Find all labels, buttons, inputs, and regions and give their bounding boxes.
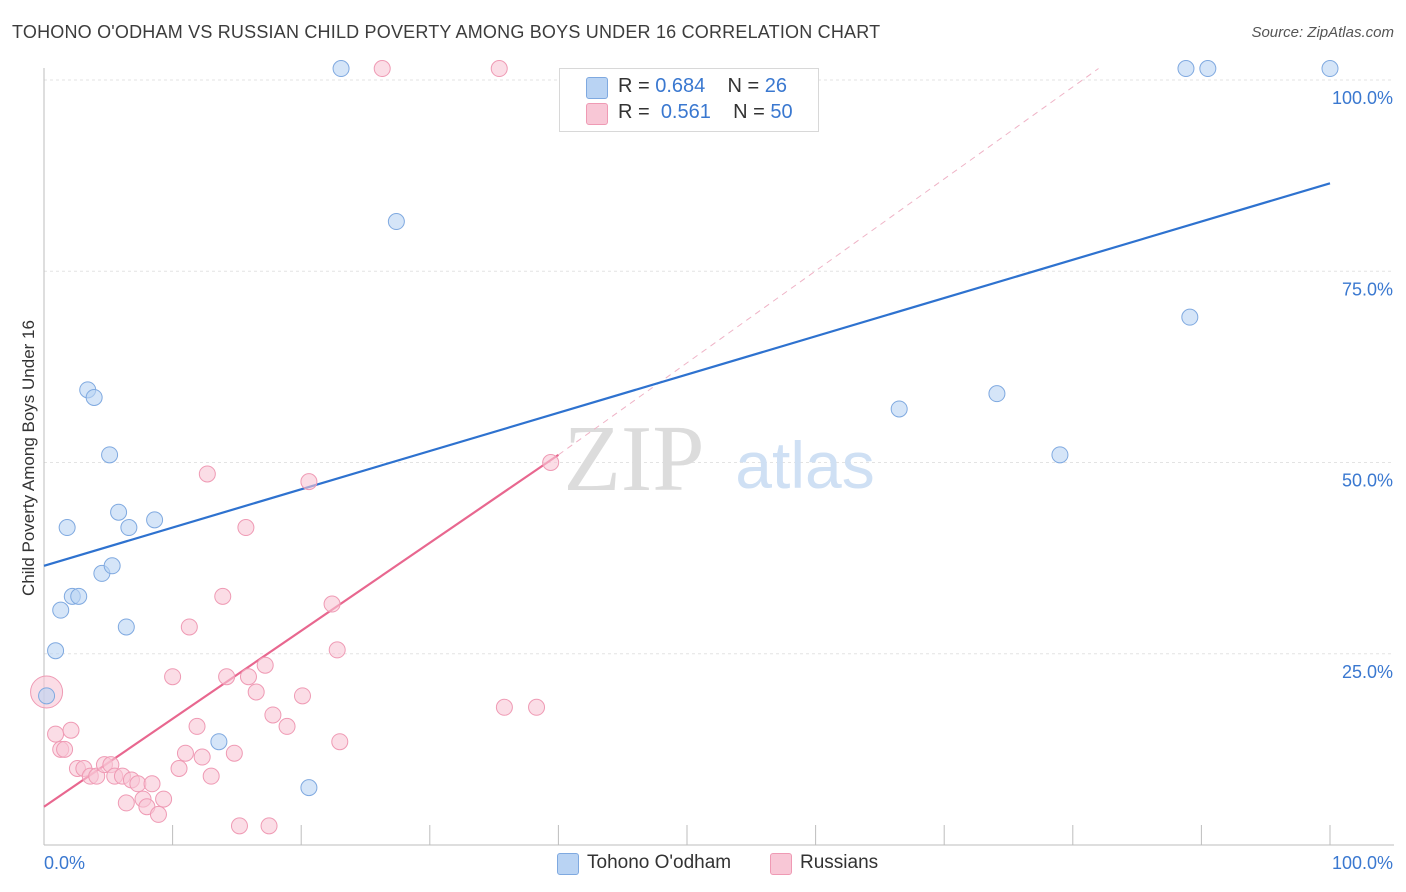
legend-n-value-tohono: 26 [764, 75, 788, 97]
legend-swatch-blue [586, 77, 608, 99]
legend-r-value-russians: 0.561 [660, 101, 711, 123]
legend-n-label: N = [733, 101, 765, 123]
grid-lines [44, 79, 1394, 655]
point-russians [495, 698, 513, 716]
point-russians [214, 587, 232, 605]
point-tohono [52, 601, 70, 619]
point-tohono [120, 519, 138, 537]
point-russians [164, 668, 182, 686]
point-russians [300, 473, 318, 491]
point-russians [180, 618, 198, 636]
legend-r-label: R = [618, 75, 650, 97]
point-russians [260, 817, 278, 835]
watermark-zip: ZIP [564, 407, 705, 511]
stats-legend: R = 0.684 N = 26 R = 0.561 N = 50 [559, 68, 819, 132]
x-tick-label: 0.0% [44, 853, 85, 873]
point-russians [47, 725, 65, 743]
point-russians [323, 595, 341, 613]
point-russians [373, 60, 391, 78]
point-tohono [101, 446, 119, 464]
point-russians [239, 668, 257, 686]
legend-swatch-pink [770, 853, 792, 875]
point-russians [193, 748, 211, 766]
point-tohono [890, 400, 908, 418]
point-tohono [300, 779, 318, 797]
point-russians [542, 454, 560, 471]
point-tohono [110, 503, 128, 521]
point-russians [198, 465, 216, 483]
point-russians [188, 717, 206, 735]
point-russians [143, 775, 161, 793]
point-tohono [47, 642, 65, 660]
y-axis-label: Child Poverty Among Boys Under 16 [19, 320, 38, 596]
point-tohono [1321, 60, 1339, 78]
legend-n-value-russians: 50 [770, 101, 793, 123]
point-tohono [1177, 60, 1195, 78]
data-points [30, 60, 1339, 835]
point-tohono [988, 385, 1006, 403]
trend-line-russians [43, 453, 560, 808]
y-tick-label: 100.0% [1332, 88, 1393, 108]
point-russians [278, 717, 296, 735]
chart-title: TOHONO O'ODHAM VS RUSSIAN CHILD POVERTY … [12, 22, 881, 42]
y-tick-label: 25.0% [1342, 662, 1393, 682]
point-russians [293, 687, 311, 705]
point-russians [331, 733, 349, 751]
point-russians [328, 641, 346, 659]
point-russians [237, 519, 255, 537]
point-russians [264, 706, 282, 724]
tick-labels: 25.0% 50.0% 75.0% 100.0% 0.0% 100.0% [44, 88, 1393, 873]
point-russians [225, 744, 243, 762]
point-tohono [1199, 60, 1217, 78]
trend-line-tohono [43, 182, 1331, 567]
x-tick-label: 100.0% [1332, 853, 1393, 873]
point-tohono [38, 687, 56, 705]
point-russians [247, 683, 265, 701]
y-tick-label: 50.0% [1342, 471, 1393, 491]
point-tohono [85, 388, 103, 406]
source-label: Source: ZipAtlas.com [1251, 24, 1394, 41]
point-russians [155, 790, 173, 808]
watermark: ZIP atlas [564, 407, 875, 511]
legend-r-label: R = [618, 101, 650, 123]
point-tohono [58, 519, 76, 537]
point-tohono [210, 733, 228, 751]
point-russians [490, 60, 508, 78]
point-tohono [1051, 446, 1069, 464]
axes [43, 68, 1394, 846]
point-tohono [387, 213, 405, 231]
point-tohono [1181, 308, 1199, 326]
point-tohono [103, 557, 121, 575]
point-russians [230, 817, 248, 835]
point-russians [256, 656, 274, 674]
point-russians [528, 698, 546, 716]
point-russians [202, 767, 220, 785]
trend-lines [43, 68, 1331, 808]
point-tohono [332, 60, 350, 78]
point-tohono [70, 587, 88, 605]
point-russians [62, 721, 80, 739]
point-tohono [146, 511, 164, 529]
trend-line-russians-extended [558, 68, 1099, 456]
legend-swatch-blue [557, 853, 579, 875]
point-russians [170, 760, 188, 777]
legend-n-label: N = [727, 75, 760, 97]
point-russians [117, 794, 135, 812]
point-russians [218, 668, 236, 686]
watermark-atlas: atlas [735, 428, 874, 502]
legend-label-russians: Russians [800, 852, 879, 873]
point-russians [176, 744, 194, 762]
y-tick-label: 75.0% [1342, 279, 1393, 299]
legend-r-value-tohono: 0.684 [655, 75, 706, 97]
point-russians [56, 740, 74, 758]
point-tohono [117, 618, 135, 636]
point-russians [129, 775, 147, 793]
legend-label-tohono: Tohono O'odham [587, 852, 732, 873]
point-russians [149, 805, 167, 823]
legend-swatch-pink [586, 103, 608, 125]
